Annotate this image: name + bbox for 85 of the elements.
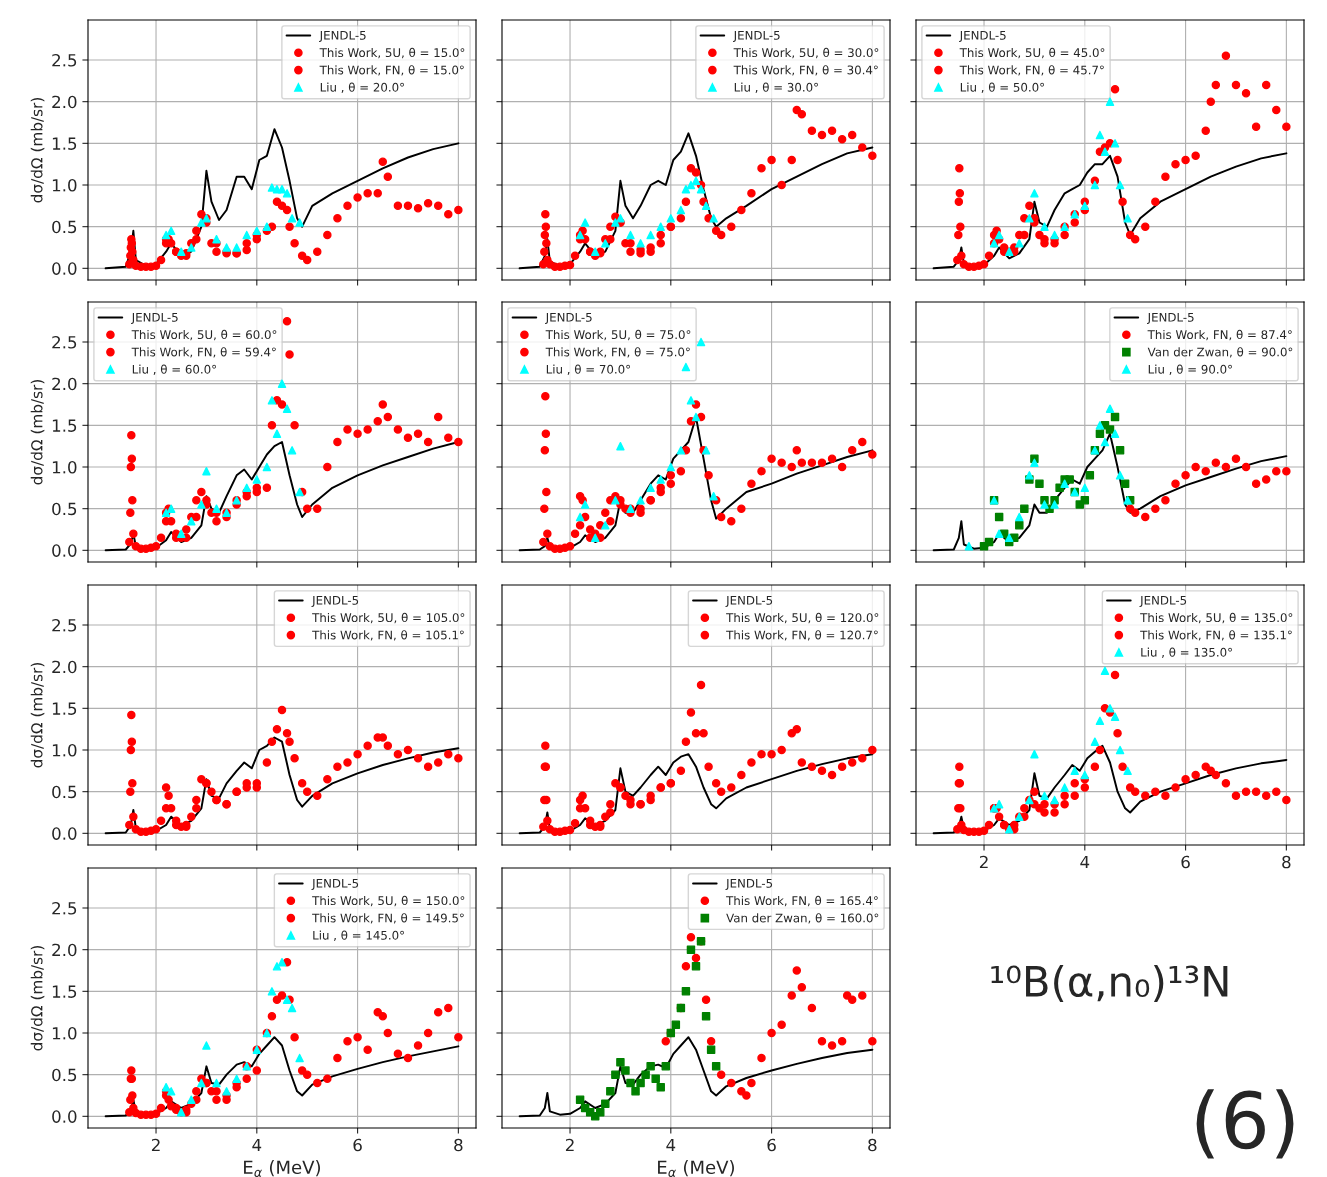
x-tick-label: 6	[767, 1138, 776, 1152]
x-tick-label: 2	[565, 1138, 574, 1152]
legend-label: JENDL-5	[733, 30, 780, 42]
legend-label: This Work, 5U, θ = 120.0°	[726, 612, 879, 624]
legend-label: This Work, FN, θ = 15.0°	[319, 65, 464, 76]
y-axis-title: dσ/dΩ (mb/sr)	[30, 97, 45, 203]
legend-label: Liu , θ = 20.0°	[320, 82, 404, 93]
x-tick-label: 6	[1181, 855, 1190, 869]
legend-label: JENDL-5	[725, 595, 773, 607]
y-tick-label: 1.5	[52, 419, 77, 432]
y-tick-label: 2.0	[52, 377, 77, 391]
legend-label: JENDL-5	[1139, 595, 1187, 607]
legend-label: This Work, FN, θ = 149.5°	[312, 913, 464, 924]
legend-label: This Work, FN, θ = 120.7°	[726, 630, 878, 641]
y-tick-label: 2.0	[52, 95, 77, 109]
y-tick-label: 2.0	[52, 660, 77, 674]
legend-label: Liu , θ = 30.0°	[734, 82, 818, 93]
legend-label: JENDL-5	[131, 312, 178, 324]
legend-label: JENDL-5	[545, 312, 592, 324]
legend-label: This Work, 5U, θ = 150.0°	[312, 895, 465, 907]
x-axis-title: E$_{α}$ (MeV)	[658, 1160, 734, 1177]
y-tick-label: 0.5	[52, 220, 77, 234]
legend-label: This Work, 5U, θ = 45.0°	[959, 47, 1105, 59]
legend-label: Liu , θ = 90.0°	[1148, 364, 1232, 375]
x-axis-title: E$_{α}$ (MeV)	[244, 1160, 320, 1177]
legend-label: This Work, 5U, θ = 135.0°	[1140, 612, 1293, 624]
y-tick-label: 1.0	[52, 178, 77, 192]
legend-label: This Work, FN, θ = 45.7°	[959, 65, 1104, 76]
y-tick-label: 2.5	[52, 335, 77, 349]
x-tick-label: 8	[868, 1138, 877, 1152]
legend-label: JENDL-5	[319, 30, 366, 42]
legend-label: This Work, FN, θ = 30.4°	[733, 65, 878, 76]
legend-label: This Work, 5U, θ = 30.0°	[733, 47, 879, 59]
y-tick-label: 1.0	[52, 1026, 77, 1040]
y-tick-label: 0.0	[52, 827, 77, 840]
legend-label: Liu , θ = 60.0°	[132, 364, 216, 375]
x-tick-label: 8	[1282, 855, 1291, 869]
legend-label: JENDL-5	[311, 878, 359, 890]
legend-label: This Work, FN, θ = 87.4°	[1147, 329, 1292, 341]
y-tick-label: 2.5	[52, 53, 77, 67]
y-axis-title: dσ/dΩ (mb/sr)	[30, 379, 45, 485]
y-tick-label: 0.0	[52, 544, 77, 557]
y-tick-label: 2.5	[52, 901, 77, 915]
x-tick-label: 4	[1080, 855, 1090, 869]
legend-label: Liu , θ = 135.0°	[1141, 647, 1232, 658]
y-tick-label: 1.5	[52, 985, 77, 998]
y-tick-label: 1.0	[52, 460, 77, 474]
x-tick-label: 2	[979, 855, 988, 869]
y-tick-label: 2.0	[52, 943, 77, 957]
legend-label: Liu , θ = 70.0°	[546, 364, 630, 375]
text: ¹⁰B(α,n₀)¹³N	[991, 964, 1228, 1002]
legend-label: This Work, 5U, θ = 105.0°	[312, 612, 465, 624]
y-tick-label: 0.0	[52, 1110, 77, 1123]
legend-label: This Work, FN, θ = 105.1°	[312, 630, 464, 641]
y-tick-label: 1.0	[52, 743, 77, 757]
legend-label: This Work, 5U, θ = 75.0°	[545, 329, 691, 341]
y-axis-title: dσ/dΩ (mb/sr)	[30, 662, 45, 768]
y-tick-label: 1.5	[52, 702, 77, 715]
x-tick-label: 2	[151, 1138, 160, 1152]
legend-label: This Work, FN, θ = 59.4°	[131, 347, 276, 358]
legend-label: JENDL-5	[725, 878, 773, 890]
y-tick-label: 0.5	[52, 785, 77, 799]
y-tick-label: 0.5	[52, 502, 77, 516]
text: (6)	[1196, 1089, 1294, 1159]
y-tick-label: 0.5	[52, 1068, 77, 1082]
y-tick-label: 1.5	[52, 137, 77, 150]
legend-label: Van der Zwan, θ = 90.0°	[1147, 347, 1293, 358]
legend-label: Van der Zwan, θ = 160.0°	[726, 913, 879, 924]
y-tick-label: 0.0	[52, 262, 77, 275]
x-tick-label: 4	[252, 1138, 262, 1152]
x-tick-label: 4	[666, 1138, 676, 1152]
legend-label: JENDL-5	[311, 595, 359, 607]
legend-label: This Work, 5U, θ = 15.0°	[319, 47, 465, 59]
legend-label: This Work, FN, θ = 75.0°	[545, 347, 690, 358]
x-tick-label: 8	[454, 1138, 463, 1152]
y-tick-label: 2.5	[52, 618, 77, 632]
y-axis-title: dσ/dΩ (mb/sr)	[30, 945, 45, 1051]
legend-label: This Work, FN, θ = 135.1°	[1140, 630, 1292, 641]
legend-label: This Work, FN, θ = 165.4°	[726, 895, 878, 907]
x-tick-label: 6	[353, 1138, 362, 1152]
legend-label: This Work, 5U, θ = 60.0°	[131, 329, 277, 341]
legend-label: Liu , θ = 145.0°	[313, 930, 404, 941]
legend-label: Liu , θ = 50.0°	[960, 82, 1044, 93]
legend-label: JENDL-5	[1147, 312, 1194, 324]
legend-label: JENDL-5	[959, 30, 1006, 42]
